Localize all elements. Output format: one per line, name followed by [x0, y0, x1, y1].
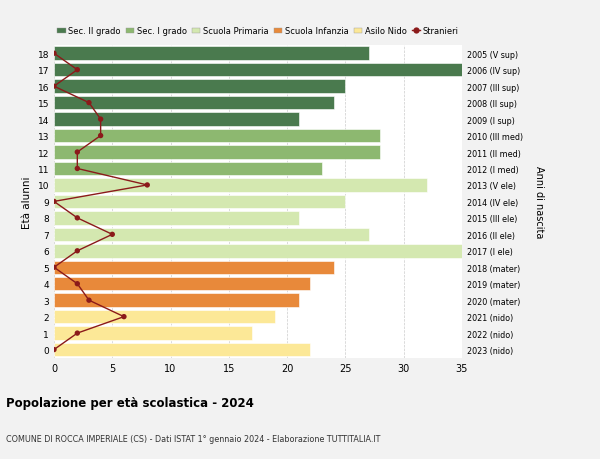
- Point: [73, 330, 82, 337]
- Bar: [54, 294, 299, 307]
- Point: [49, 198, 59, 206]
- Bar: [54, 245, 462, 258]
- Bar: [54, 113, 299, 127]
- Point: [73, 247, 82, 255]
- Text: COMUNE DI ROCCA IMPERIALE (CS) - Dati ISTAT 1° gennaio 2024 - Elaborazione TUTTI: COMUNE DI ROCCA IMPERIALE (CS) - Dati IS…: [6, 434, 380, 442]
- Text: Popolazione per età scolastica - 2024: Popolazione per età scolastica - 2024: [6, 396, 254, 409]
- Legend: Sec. II grado, Sec. I grado, Scuola Primaria, Scuola Infanzia, Asilo Nido, Stran: Sec. II grado, Sec. I grado, Scuola Prim…: [54, 24, 462, 39]
- Bar: [54, 97, 334, 110]
- Point: [73, 67, 82, 74]
- Point: [49, 346, 59, 353]
- Point: [96, 133, 106, 140]
- Point: [96, 116, 106, 123]
- Point: [73, 149, 82, 157]
- Point: [142, 182, 152, 189]
- Bar: [54, 195, 346, 209]
- Point: [73, 165, 82, 173]
- Bar: [54, 162, 322, 176]
- Bar: [54, 277, 310, 291]
- Point: [84, 100, 94, 107]
- Point: [84, 297, 94, 304]
- Point: [49, 50, 59, 58]
- Bar: [54, 212, 299, 225]
- Bar: [54, 310, 275, 324]
- Bar: [54, 129, 380, 143]
- Point: [49, 83, 59, 90]
- Bar: [54, 343, 310, 357]
- Bar: [54, 146, 380, 159]
- Bar: [54, 47, 369, 61]
- Bar: [54, 179, 427, 192]
- Bar: [54, 64, 473, 77]
- Point: [107, 231, 117, 239]
- Point: [73, 280, 82, 288]
- Point: [73, 215, 82, 222]
- Bar: [54, 327, 252, 340]
- Bar: [54, 228, 369, 241]
- Y-axis label: Età alunni: Età alunni: [22, 176, 32, 228]
- Y-axis label: Anni di nascita: Anni di nascita: [534, 166, 544, 238]
- Bar: [54, 80, 346, 94]
- Bar: [54, 261, 334, 274]
- Point: [49, 264, 59, 271]
- Point: [119, 313, 129, 321]
